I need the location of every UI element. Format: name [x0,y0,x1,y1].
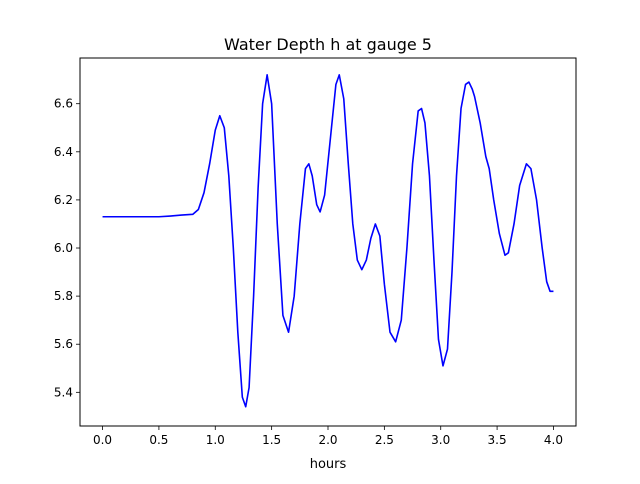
y-tick-label: 5.8 [54,289,73,303]
axes-frame [79,57,577,427]
x-axis-label: hours [310,457,347,472]
y-tick-label: 6.2 [54,193,73,207]
x-tick-label: 3.0 [431,433,450,447]
y-tick-label: 5.4 [54,385,73,399]
x-tick-label: 1.0 [206,433,225,447]
x-tick-label: 4.0 [544,433,563,447]
y-tick-label: 6.6 [54,97,73,111]
y-tick-label: 6.0 [54,241,73,255]
axis-ticks: 0.0 0.5 1.0 1.5 2.0 2.5 3.0 3.5 4.0 5.4 5.6 5.8 6.0 6… [54,97,563,447]
plot-area [102,74,554,408]
x-tick-label: 0.5 [149,433,168,447]
y-tick-label: 6.4 [54,145,73,159]
x-tick-label: 2.0 [318,433,337,447]
x-tick-label: 2.5 [375,433,394,447]
x-tick-label: 0.0 [93,433,112,447]
x-tick-label: 3.5 [488,433,507,447]
series-line-0 [102,74,554,408]
chart-title: Water Depth h at gauge 5 [224,35,432,54]
y-tick-label: 5.6 [54,337,73,351]
x-tick-label: 1.5 [262,433,281,447]
